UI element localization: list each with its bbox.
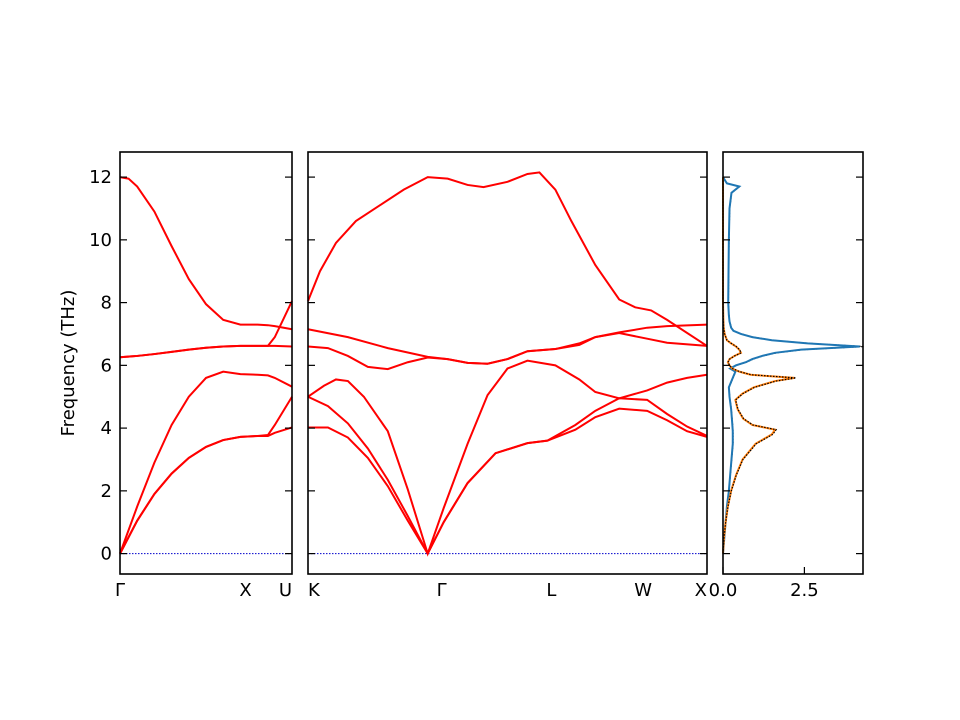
band-branch-6	[119, 176, 293, 331]
dos-reference-total	[722, 176, 864, 554]
y-tick-label: 8	[101, 293, 112, 314]
dos-partial-curve	[722, 177, 795, 554]
y-tick-label: 12	[89, 167, 112, 188]
k-gamma-l-w-x-frame	[307, 151, 708, 575]
dos-frame	[722, 151, 864, 575]
x-tick-label-2: L	[546, 580, 556, 601]
band-branch-2	[119, 396, 293, 555]
band-branch-3	[307, 359, 708, 557]
x-tick-label-1: Γ	[437, 580, 447, 601]
x-tick-label-0: Γ	[115, 580, 125, 601]
band-branch-4	[307, 332, 708, 371]
y-tick-label: 4	[101, 418, 112, 439]
x-tick-label-0: K	[308, 580, 321, 601]
x-tick-label-2: U	[279, 580, 292, 601]
y-tick-label: 2	[101, 481, 112, 502]
x-tick-label-3: W	[634, 580, 652, 601]
dos-reference-partial	[722, 177, 797, 554]
band-branch-5	[307, 323, 708, 365]
band-branch-1	[308, 407, 708, 556]
band-branch-6	[307, 171, 708, 347]
band-branch-3	[119, 370, 293, 554]
panel-dos: 0.0 2.5	[709, 151, 864, 601]
y-tick-label: 10	[89, 230, 112, 251]
dos-x-tick-label-1: 2.5	[790, 580, 819, 601]
dos-x-tick-label-0: 0.0	[709, 580, 738, 601]
band-branch-5	[119, 300, 293, 359]
gamma-x-u-frame	[119, 151, 293, 575]
y-tick-label: 0	[101, 544, 112, 565]
y-tick-label: 6	[101, 355, 112, 376]
y-axis-label: Frequency (THz)	[58, 290, 79, 437]
x-tick-label-1: X	[239, 580, 251, 601]
band-branch-2	[307, 395, 708, 556]
dos-total-curve	[722, 176, 860, 554]
x-tick-label-4: X	[695, 580, 707, 601]
panel-gamma-x-u: 0 2 4 6 8 10 12 Γ X U	[89, 151, 293, 601]
